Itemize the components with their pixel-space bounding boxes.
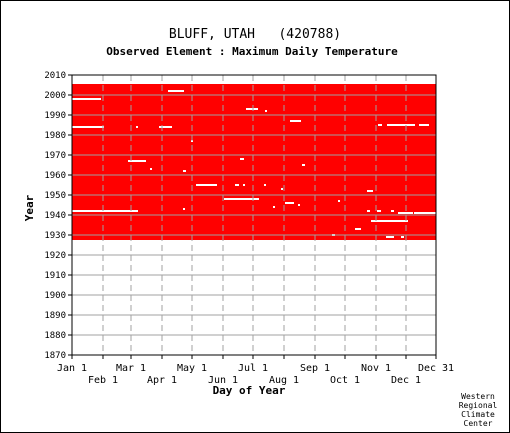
missing-data-mark (243, 184, 245, 186)
y-tick-label: 1920 (44, 251, 66, 261)
missing-data-mark (367, 190, 373, 192)
y-tick-label: 1970 (44, 151, 66, 161)
missing-data-mark (72, 126, 104, 128)
x-tick-label: Sep 1 (300, 363, 330, 374)
x-tick-label: Mar 1 (116, 363, 146, 374)
missing-data-mark (302, 164, 305, 166)
missing-data-mark (401, 236, 404, 238)
missing-data-mark (355, 228, 361, 230)
missing-data-mark (128, 160, 146, 162)
plot-area: 2010 2000 1990 1980 1970 1960 1950 1940 1930 1920… (44, 71, 454, 386)
x-tick-label: Oct 1 (330, 375, 360, 386)
missing-data-mark (378, 124, 382, 126)
missing-data-mark (72, 98, 101, 100)
y-tick-label: 1940 (44, 211, 66, 221)
y-tick-label: 1980 (44, 131, 66, 141)
chart-title: BLUFF, UTAH (420788) (169, 27, 341, 42)
y-tick-label: 1930 (44, 231, 66, 241)
missing-data-mark (419, 124, 429, 126)
missing-data-mark (387, 124, 415, 126)
x-tick-label: May 1 (177, 363, 207, 374)
missing-data-mark (183, 170, 186, 172)
y-tick-label: 1910 (44, 271, 66, 281)
credit-line: Center (464, 419, 493, 428)
y-tick-label: 1890 (44, 311, 66, 321)
plot-border (71, 74, 437, 356)
missing-data-mark (183, 208, 185, 210)
chart-subtitle: Observed Element : Maximum Daily Tempera… (106, 45, 398, 58)
x-tick-label: Aug 1 (269, 375, 299, 386)
missing-data-mark (273, 206, 275, 208)
missing-data-mark (338, 200, 340, 202)
y-tick-label: 1990 (44, 111, 66, 121)
missing-data-mark (235, 184, 239, 186)
missing-data-mark (224, 198, 259, 200)
missing-data-mark (386, 236, 394, 238)
missing-data-mark (377, 210, 381, 212)
y-tick-label: 1880 (44, 331, 66, 341)
missing-data-mark (290, 120, 301, 122)
x-tick-label: Apr 1 (147, 375, 177, 386)
x-tick-label: Jun 1 (208, 375, 238, 386)
missing-data-mark (371, 220, 408, 222)
missing-data-mark (159, 126, 172, 128)
missing-data-mark (264, 184, 266, 186)
missing-data-mark (281, 188, 283, 190)
x-tick-label: Dec 31 (418, 363, 454, 374)
missing-data-mark (240, 158, 244, 160)
y-tick-label: 1870 (44, 351, 66, 361)
data-block (72, 84, 436, 240)
missing-data-mark (72, 210, 138, 212)
x-tick-label: Feb 1 (88, 375, 118, 386)
x-tick-label: Jul 1 (238, 363, 268, 374)
y-tick-label: 2000 (44, 91, 66, 101)
missing-data-mark (367, 210, 370, 212)
credit-line: Regional (459, 401, 498, 410)
y-axis-label: Year (23, 194, 36, 221)
missing-data-mark (414, 212, 436, 214)
missing-data-mark (196, 184, 217, 186)
missing-data-mark (265, 110, 267, 112)
y-tick-label: 1900 (44, 291, 66, 301)
credit-line: Western (461, 392, 495, 401)
x-tick-label: Dec 1 (391, 375, 421, 386)
credit-line: Climate (461, 410, 495, 419)
missing-data-mark (398, 212, 413, 214)
credit-block: Western Regional Climate Center (459, 392, 498, 428)
missing-data-mark (246, 108, 258, 110)
missing-data-mark (136, 126, 138, 128)
missing-data-mark (391, 210, 394, 212)
x-tick-label: Jan 1 (57, 363, 87, 374)
missing-data-mark (168, 90, 184, 92)
missing-data-mark (285, 202, 294, 204)
x-axis-label: Day of Year (213, 384, 286, 397)
y-tick-label: 2010 (44, 71, 66, 81)
missing-data-mark (150, 168, 152, 170)
missing-data-mark (298, 204, 300, 206)
x-tick-label: Nov 1 (361, 363, 391, 374)
y-tick-label: 1950 (44, 191, 66, 201)
y-tick-label: 1960 (44, 171, 66, 181)
